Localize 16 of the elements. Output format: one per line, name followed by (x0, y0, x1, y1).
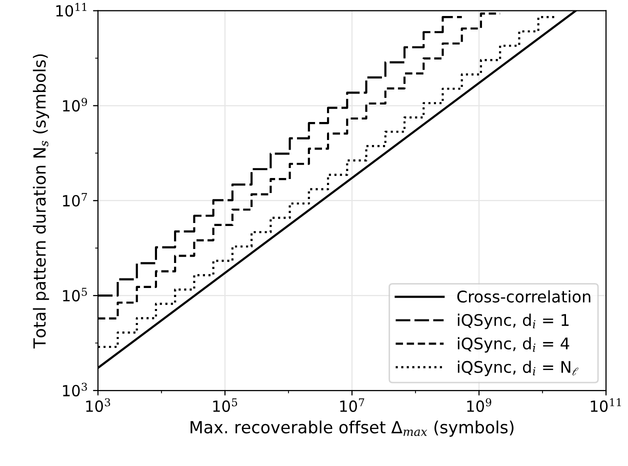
x-tick-label: 10$^{3}$ (86, 398, 110, 412)
y-tick-label: 10$^{3}$ (63, 382, 87, 396)
y-tick-label: 10$^{11}$ (56, 2, 86, 17)
x-tick-label: 10$^{7}$ (340, 398, 364, 412)
legend-label: iQSync, d$_{i}$ = N$_{ℓ}$ (458, 360, 578, 376)
y-axis-title: Total pattern duration N$_{s}$ (symbols) (32, 54, 50, 348)
x-tick-label: 10$^{5}$ (213, 398, 238, 412)
x-tick-label: 10$^{9}$ (467, 398, 492, 412)
legend-label: iQSync, d$_{i}$ = 1 (458, 314, 569, 330)
y-tick-label: 10$^{5}$ (63, 288, 87, 302)
legend-label: iQSync, d$_{i}$ = 4 (458, 337, 570, 353)
x-axis-title: Max. recoverable offset Δ$_{max}$ (symbols) (190, 420, 514, 437)
x-tick-label: 10$^{11}$ (590, 398, 621, 412)
y-tick-label: 10$^{9}$ (63, 98, 88, 112)
y-tick-label: 10$^{7}$ (63, 192, 87, 207)
legend-label: Cross-correlation (457, 290, 590, 303)
